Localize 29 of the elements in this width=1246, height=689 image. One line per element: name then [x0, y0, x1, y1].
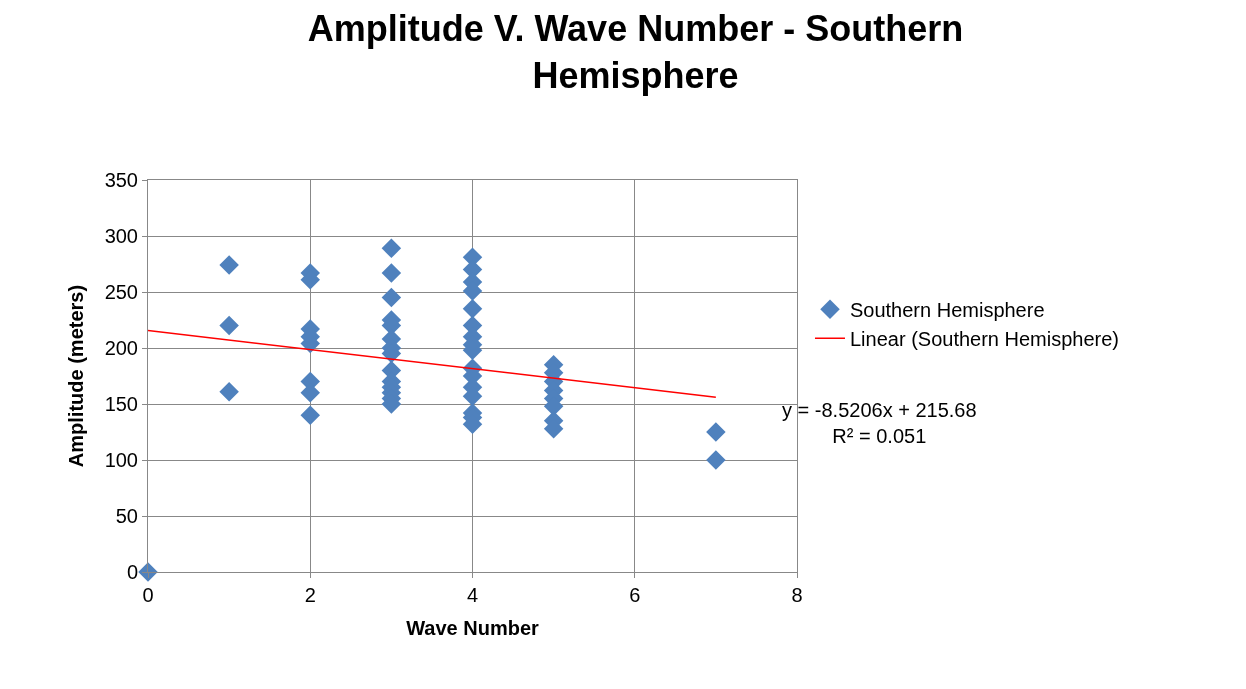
- y-tick-label: 150: [104, 393, 138, 415]
- point: [300, 405, 320, 425]
- x-tick-label: 6: [629, 584, 641, 606]
- x-tick-label: 8: [791, 584, 803, 606]
- x-tick-label: 0: [142, 584, 154, 606]
- point: [381, 287, 402, 308]
- y-tick-label: 300: [104, 225, 138, 247]
- point: [381, 263, 402, 283]
- y-tick-label: 200: [104, 337, 138, 359]
- chart-title: Amplitude V. Wave Number - Southern Hemisphere: [307, 8, 964, 97]
- annotation: y = -8.5206x + 215.68 R² = 0.051: [782, 399, 977, 447]
- point: [706, 450, 726, 470]
- point: [219, 255, 239, 275]
- y-tick-label: 0: [126, 561, 138, 583]
- y-tick-label: 350: [104, 169, 138, 191]
- point: [219, 315, 239, 336]
- legend-label: Southern Hemisphere: [849, 299, 1045, 322]
- point: [462, 299, 483, 319]
- x-axis-title: Wave Number: [406, 616, 540, 639]
- y-axis-title: Amplitude (meters): [65, 284, 88, 468]
- y-tick-label: 100: [104, 449, 138, 471]
- legend-label: Linear (Southern Hemisphere): [849, 328, 1120, 351]
- y-tick-label: 50: [115, 505, 138, 527]
- x-tick-label: 2: [304, 584, 316, 606]
- point: [219, 381, 239, 402]
- x-tick-label: 4: [466, 584, 479, 606]
- point: [381, 238, 402, 259]
- point: [706, 422, 726, 442]
- y-tick-label: 250: [104, 281, 138, 303]
